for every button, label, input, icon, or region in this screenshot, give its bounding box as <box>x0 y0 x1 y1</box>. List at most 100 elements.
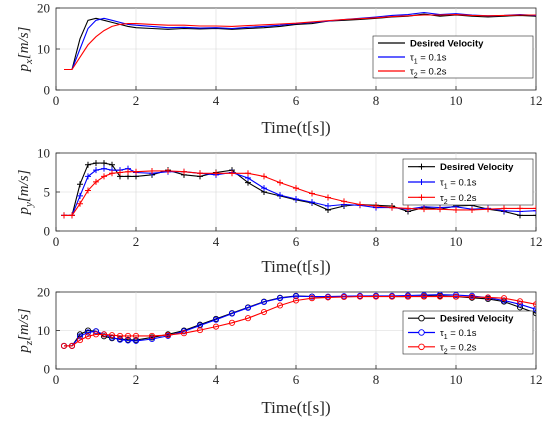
legend-marker <box>418 314 425 322</box>
x-tick-label: 6 <box>293 234 300 249</box>
x-tick-label: 6 <box>293 372 300 387</box>
legend-label: τ1 = 0.1s <box>440 328 477 341</box>
x-axis-label: Time(t[s]) <box>261 398 330 417</box>
data-point <box>485 206 491 213</box>
x-tick-label: 0 <box>53 372 60 387</box>
y-axis-label: py[m/s] <box>16 169 35 215</box>
data-point <box>532 306 536 313</box>
y-axis-label: px[m/s] <box>16 26 35 72</box>
data-point <box>437 206 443 213</box>
x-tick-label: 0 <box>53 234 60 249</box>
data-point <box>500 295 508 302</box>
data-point <box>452 293 460 300</box>
data-point <box>133 168 139 175</box>
legend-label: τ2 = 0.2s <box>440 342 477 355</box>
data-point <box>276 295 284 302</box>
data-point <box>244 304 252 311</box>
data-point <box>325 194 331 201</box>
data-point <box>196 322 204 329</box>
data-point <box>148 332 156 339</box>
data-point <box>276 302 284 309</box>
y-tick-label: 0 <box>44 362 51 377</box>
data-point <box>197 170 203 177</box>
data-point <box>85 187 91 194</box>
series-group <box>64 11 536 71</box>
series-line-1 <box>64 13 536 71</box>
data-point <box>180 328 188 335</box>
data-point <box>517 205 523 212</box>
x-tick-label: 2 <box>133 372 140 387</box>
data-point <box>212 323 220 330</box>
data-point <box>436 292 444 298</box>
y-tick-label: 20 <box>37 285 50 300</box>
data-point <box>109 170 115 177</box>
data-point <box>308 295 316 302</box>
data-point <box>76 333 84 340</box>
y-tick-label: 0 <box>44 83 51 98</box>
data-point <box>420 293 428 300</box>
data-point <box>324 294 332 301</box>
y-tick-label: 20 <box>37 1 50 16</box>
data-point <box>69 212 75 219</box>
data-point <box>277 179 283 186</box>
x-tick-label: 4 <box>213 372 220 387</box>
legend-marker <box>418 163 425 170</box>
data-point <box>85 161 91 168</box>
data-point <box>92 331 100 338</box>
y-tick-label: 0 <box>44 224 51 239</box>
x-tick-label: 10 <box>450 372 463 387</box>
data-point <box>436 293 444 300</box>
data-point <box>532 310 536 317</box>
x-tick-label: 2 <box>133 93 140 108</box>
data-point <box>77 181 83 188</box>
x-tick-label: 8 <box>373 93 380 108</box>
data-point <box>405 205 411 212</box>
legend-label: τ2 = 0.2s <box>410 67 447 80</box>
data-point <box>68 342 76 349</box>
data-point <box>164 332 172 339</box>
data-point <box>93 178 99 185</box>
data-point <box>341 198 347 205</box>
data-point <box>108 332 116 339</box>
series-group <box>61 160 536 219</box>
data-point <box>357 201 363 208</box>
x-tick-label: 6 <box>293 93 300 108</box>
data-point <box>76 337 84 344</box>
legend-marker <box>418 179 425 185</box>
data-point <box>484 294 492 301</box>
x-tick-label: 8 <box>373 372 380 387</box>
data-point <box>100 333 108 340</box>
data-point <box>109 161 115 168</box>
legend-marker <box>418 343 425 351</box>
data-point <box>124 332 132 339</box>
legend-marker <box>418 329 425 336</box>
data-point <box>212 316 220 323</box>
data-point <box>389 204 395 211</box>
x-tick-label: 4 <box>213 234 220 249</box>
data-point <box>132 332 140 339</box>
series-group <box>60 292 536 349</box>
data-point <box>293 185 299 192</box>
data-point <box>277 192 283 199</box>
data-point <box>116 332 124 339</box>
data-point <box>181 168 187 175</box>
data-point <box>260 308 268 316</box>
data-point <box>245 170 251 177</box>
data-point <box>309 199 315 206</box>
data-point <box>101 160 107 167</box>
data-point <box>228 310 236 317</box>
x-tick-label: 4 <box>213 93 220 108</box>
data-point <box>116 336 124 343</box>
data-point <box>372 293 380 300</box>
series-line-3 <box>64 14 536 71</box>
x-tick-label: 12 <box>530 372 543 387</box>
legend-label: τ1 = 0.1s <box>440 178 477 191</box>
series-line-2 <box>64 11 536 71</box>
data-point <box>516 298 524 305</box>
data-point <box>77 192 83 199</box>
